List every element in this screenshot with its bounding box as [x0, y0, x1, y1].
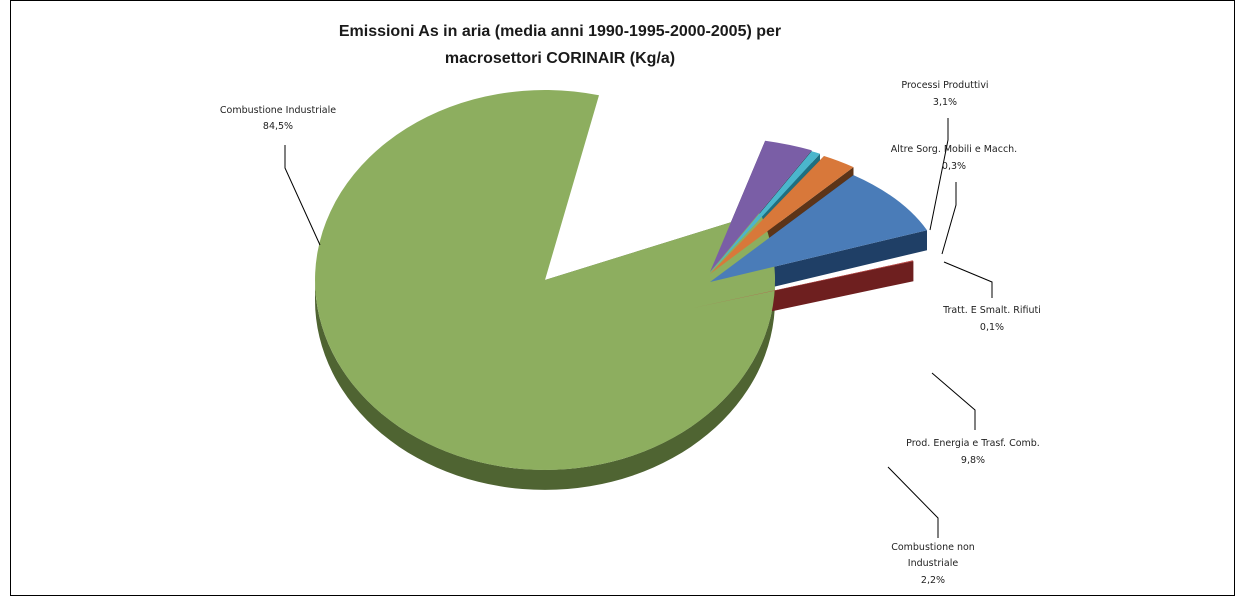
- chart-title-line2: macrosettori CORINAIR (Kg/a): [444, 50, 676, 67]
- leader-line-prod-energia: [931, 372, 976, 430]
- pct-tratt-smalt-rifiuti: 0,1%: [980, 322, 1004, 333]
- slice-altre-sorg-mobili: [710, 151, 820, 273]
- label-tratt-smalt-rifiuti: Tratt. E Smalt. Rifiuti: [942, 305, 1041, 316]
- slice-labels: Combustione Industriale 84,5% Processi P…: [220, 80, 1041, 586]
- pct-processi-produttivi: 3,1%: [933, 97, 957, 108]
- label-altre-sorg-mobili: Altre Sorg. Mobili e Macch.: [891, 144, 1017, 155]
- slice-combustione-non-industriale: [693, 260, 914, 308]
- pct-prod-energia: 9,8%: [961, 455, 985, 466]
- leader-line-processi-produttivi: [929, 118, 949, 231]
- label-combustione-non-industriale-1: Combustione non: [891, 542, 975, 553]
- pct-altre-sorg-mobili: 0,3%: [942, 161, 966, 172]
- pct-combustione-non-industriale: 2,2%: [921, 575, 945, 586]
- slice-processi-produttivi: [710, 140, 812, 272]
- leader-line-combustione-non-industriale: [887, 466, 939, 538]
- label-combustione-industriale: Combustione Industriale: [220, 105, 336, 116]
- leader-line-combustione-industriale: [284, 145, 321, 246]
- chart-title: Emissioni As in aria (media anni 1990-19…: [300, 18, 820, 72]
- label-prod-energia: Prod. Energia e Trasf. Comb.: [906, 438, 1040, 449]
- pie-tops: [315, 89, 927, 470]
- slice-prod-energia: [710, 175, 927, 282]
- label-combustione-non-industriale-2: Industriale: [908, 558, 959, 569]
- leader-line-altre-sorg-mobili: [941, 182, 957, 255]
- label-processi-produttivi: Processi Produttivi: [901, 80, 988, 91]
- chart-title-line1: Emissioni As in aria (media anni 1990-19…: [338, 23, 782, 40]
- pct-combustione-industriale: 84,5%: [263, 121, 293, 132]
- slice-tratt-smalt-rifiuti: [710, 156, 854, 274]
- leader-lines: [284, 118, 993, 538]
- leader-line-tratt-smalt-rifiuti: [943, 261, 993, 298]
- slice-combustione-industriale: [315, 89, 776, 470]
